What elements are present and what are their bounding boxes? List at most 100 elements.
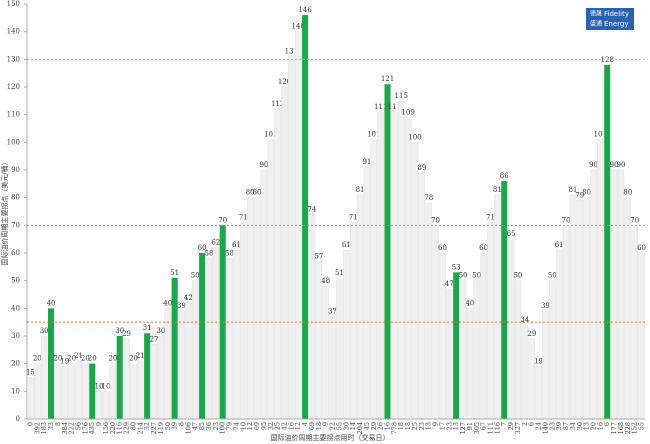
bar [384, 84, 391, 419]
x-tick-label: 79 [226, 422, 234, 430]
bar [624, 197, 632, 420]
y-tick-label: 60 [11, 249, 20, 257]
bar [199, 253, 206, 419]
x-tick-label: 34 [569, 422, 577, 430]
bar [240, 222, 247, 420]
data-label: 20 [108, 355, 117, 363]
data-label: 20 [88, 355, 97, 363]
data-label: 51 [170, 269, 179, 277]
bar [377, 111, 384, 420]
data-label: 50 [514, 272, 523, 280]
bar [150, 344, 158, 420]
x-tick-label: 30 [342, 422, 350, 430]
bar [102, 391, 110, 420]
data-label: 115 [395, 92, 408, 100]
bar [370, 139, 378, 420]
data-label: 112 [271, 100, 284, 108]
bar [590, 169, 597, 420]
y-tick-label: 140 [7, 28, 20, 36]
bar [356, 194, 364, 420]
bar [391, 111, 398, 420]
data-label: 30 [115, 327, 124, 335]
data-label: 111 [374, 103, 387, 111]
x-tick-label: 327 [514, 422, 522, 434]
bar [171, 277, 178, 419]
bar [68, 363, 75, 420]
y-axis-label: 国际油价周期主要拐点（美元/桶） [0, 158, 9, 265]
data-label: 53 [452, 263, 461, 271]
bar [521, 324, 529, 420]
bar [487, 222, 494, 420]
x-tick-label: 25 [411, 422, 419, 430]
data-label: 58 [225, 250, 234, 258]
x-tick-label: 23 [445, 422, 453, 430]
data-label: 31 [143, 324, 152, 332]
bar [480, 252, 487, 420]
data-label: 111 [388, 103, 401, 111]
bar [349, 222, 357, 420]
bar [95, 391, 103, 420]
x-tick-label: 214 [136, 422, 144, 434]
bar [501, 181, 508, 419]
x-tick-label: 6 [528, 422, 536, 426]
x-tick-label: 227 [150, 422, 158, 434]
data-label: 101 [594, 131, 607, 139]
x-tick-label: 16 [384, 422, 392, 430]
x-tick-label: 24 [535, 422, 543, 430]
x-tick-label: 9 [432, 422, 440, 426]
bar [267, 139, 275, 420]
x-tick-label: 228 [624, 422, 632, 434]
data-label: 57 [314, 252, 323, 260]
bar [34, 363, 41, 420]
bar [185, 302, 192, 420]
data-label: 19 [534, 357, 543, 365]
x-tick-label: 220 [109, 422, 117, 434]
bar [514, 280, 522, 420]
data-label: 47 [445, 280, 454, 288]
x-tick-label: 14 [349, 422, 357, 430]
data-label: 40 [465, 299, 474, 307]
x-tick-label: 183 [40, 422, 48, 434]
data-label: 100 [408, 133, 421, 141]
data-label: 65 [507, 230, 516, 238]
data-label: 39 [177, 302, 186, 310]
x-tick-label: 39 [171, 422, 179, 430]
data-label: 21 [136, 352, 145, 360]
y-tick-label: 120 [7, 83, 20, 91]
x-tick-label: 80 [129, 422, 137, 430]
logo-box [586, 8, 634, 30]
x-tick-label: 85 [198, 422, 206, 430]
x-tick-label: 168 [617, 422, 625, 434]
bar [260, 169, 268, 420]
bar [123, 338, 130, 420]
data-label: 70 [630, 216, 639, 224]
x-tick-label: 36 [205, 422, 213, 430]
x-tick-label: 116 [493, 422, 501, 434]
x-tick-label: 204 [356, 422, 364, 434]
bar [535, 366, 542, 420]
x-tick-label: 6 [603, 422, 611, 426]
bar [336, 277, 343, 420]
data-label: 20 [33, 355, 42, 363]
bar [555, 249, 563, 420]
data-label: 60 [198, 244, 207, 252]
bar [569, 194, 577, 420]
data-label: 90 [617, 161, 626, 169]
bar [617, 169, 625, 420]
bar [576, 200, 584, 420]
data-label: 90 [589, 161, 598, 169]
data-label: 40 [47, 299, 56, 307]
x-tick-label: 29 [370, 422, 378, 430]
x-tick-label: 50 [164, 422, 172, 430]
x-tick-label: 176 [81, 422, 89, 434]
x-tick-label: 18 [404, 422, 412, 430]
bar [583, 197, 590, 420]
data-label: 120 [278, 78, 291, 86]
bar [137, 360, 144, 420]
y-tick-label: 90 [11, 166, 20, 174]
data-label: 27 [150, 335, 159, 343]
bar [494, 194, 501, 420]
data-label: 81 [356, 186, 365, 194]
bar [542, 310, 549, 420]
x-tick-label: 13 [425, 422, 433, 430]
